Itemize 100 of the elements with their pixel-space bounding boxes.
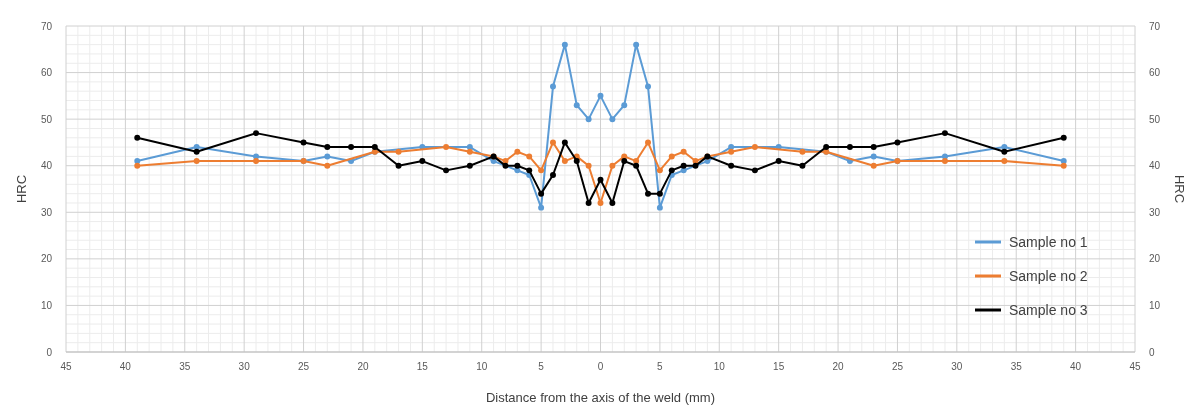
point	[751, 144, 758, 151]
point	[823, 144, 830, 151]
y-tick-label: 60	[40, 67, 53, 79]
point	[134, 162, 141, 169]
point	[526, 167, 533, 174]
point	[1060, 162, 1067, 169]
point	[466, 144, 473, 151]
legend-label: Sample no 1	[1009, 234, 1088, 250]
point	[585, 162, 592, 169]
point	[609, 116, 616, 123]
point	[609, 199, 616, 206]
point	[645, 139, 651, 146]
point	[419, 158, 426, 165]
point	[443, 144, 450, 151]
point	[395, 162, 402, 169]
point	[573, 102, 580, 109]
y2-tick-label: 0	[1149, 346, 1155, 358]
x-tick-label: 30	[238, 361, 251, 372]
point	[680, 148, 687, 155]
point	[585, 199, 592, 206]
point	[633, 41, 640, 48]
point	[1001, 148, 1008, 155]
point	[728, 144, 735, 151]
x-tick-label: 5	[657, 361, 664, 372]
point	[680, 162, 687, 169]
point	[585, 116, 592, 123]
point	[870, 153, 877, 160]
x-tick-label: 10	[713, 361, 726, 372]
point	[550, 83, 556, 90]
point	[894, 139, 901, 146]
x-tick-label: 45	[60, 361, 72, 372]
point	[621, 158, 628, 165]
point	[193, 158, 200, 165]
point	[751, 167, 758, 174]
point	[538, 167, 545, 174]
point	[466, 148, 473, 155]
point	[253, 158, 260, 165]
point	[621, 102, 628, 109]
point	[775, 158, 782, 165]
point	[870, 162, 877, 169]
x-tick-label: 10	[476, 361, 488, 372]
point	[561, 41, 568, 48]
point	[692, 162, 699, 169]
point	[538, 190, 545, 197]
x-tick-label: 40	[1070, 361, 1082, 372]
point	[573, 158, 580, 165]
x-tick-label: 35	[1010, 361, 1023, 372]
point	[609, 162, 616, 169]
point	[668, 167, 675, 174]
point	[443, 167, 450, 174]
point	[597, 92, 604, 99]
y-tick-label: 50	[40, 113, 53, 125]
y2-tick-label: 70	[1149, 20, 1161, 32]
y-tick-label: 0	[46, 346, 53, 358]
y2-tick-label: 60	[1149, 67, 1161, 79]
point	[633, 162, 640, 169]
point	[514, 162, 521, 169]
x-tick-label: 25	[297, 361, 310, 372]
point	[597, 199, 604, 206]
point	[253, 130, 260, 137]
point	[656, 190, 663, 197]
y-tick-label: 10	[40, 299, 53, 311]
x-axis-title: Distance from the axis of the weld (mm)	[485, 390, 716, 405]
point	[466, 162, 473, 169]
point	[561, 139, 568, 146]
x-tick-label: 15	[773, 361, 785, 372]
point	[941, 130, 948, 137]
y2-tick-label: 50	[1149, 113, 1161, 125]
point	[561, 158, 568, 165]
point	[324, 162, 331, 169]
point	[502, 162, 509, 169]
point	[870, 144, 877, 151]
point	[941, 158, 948, 165]
y-tick-label: 70	[40, 20, 53, 32]
point	[550, 172, 556, 179]
point	[348, 144, 355, 151]
point	[645, 190, 651, 197]
point	[526, 153, 533, 160]
x-tick-label: 15	[416, 361, 429, 372]
point	[538, 204, 545, 211]
y2-axis-title: HRC	[1172, 174, 1187, 204]
point	[514, 148, 521, 155]
x-tick-label: 45	[1129, 361, 1141, 372]
point	[633, 158, 640, 165]
x-tick-label: 20	[357, 361, 369, 372]
y2-tick-label: 10	[1149, 299, 1161, 311]
point	[728, 148, 735, 155]
point	[324, 144, 331, 151]
point	[728, 162, 735, 169]
point	[668, 153, 675, 160]
point	[395, 148, 402, 155]
x-tick-label: 0	[597, 361, 604, 372]
x-tick-label: 20	[832, 361, 845, 372]
y2-tick-label: 30	[1149, 206, 1161, 218]
point	[324, 153, 331, 160]
point	[134, 134, 141, 141]
point	[1001, 158, 1008, 165]
point	[597, 176, 604, 183]
point	[645, 83, 651, 90]
point	[799, 162, 806, 169]
